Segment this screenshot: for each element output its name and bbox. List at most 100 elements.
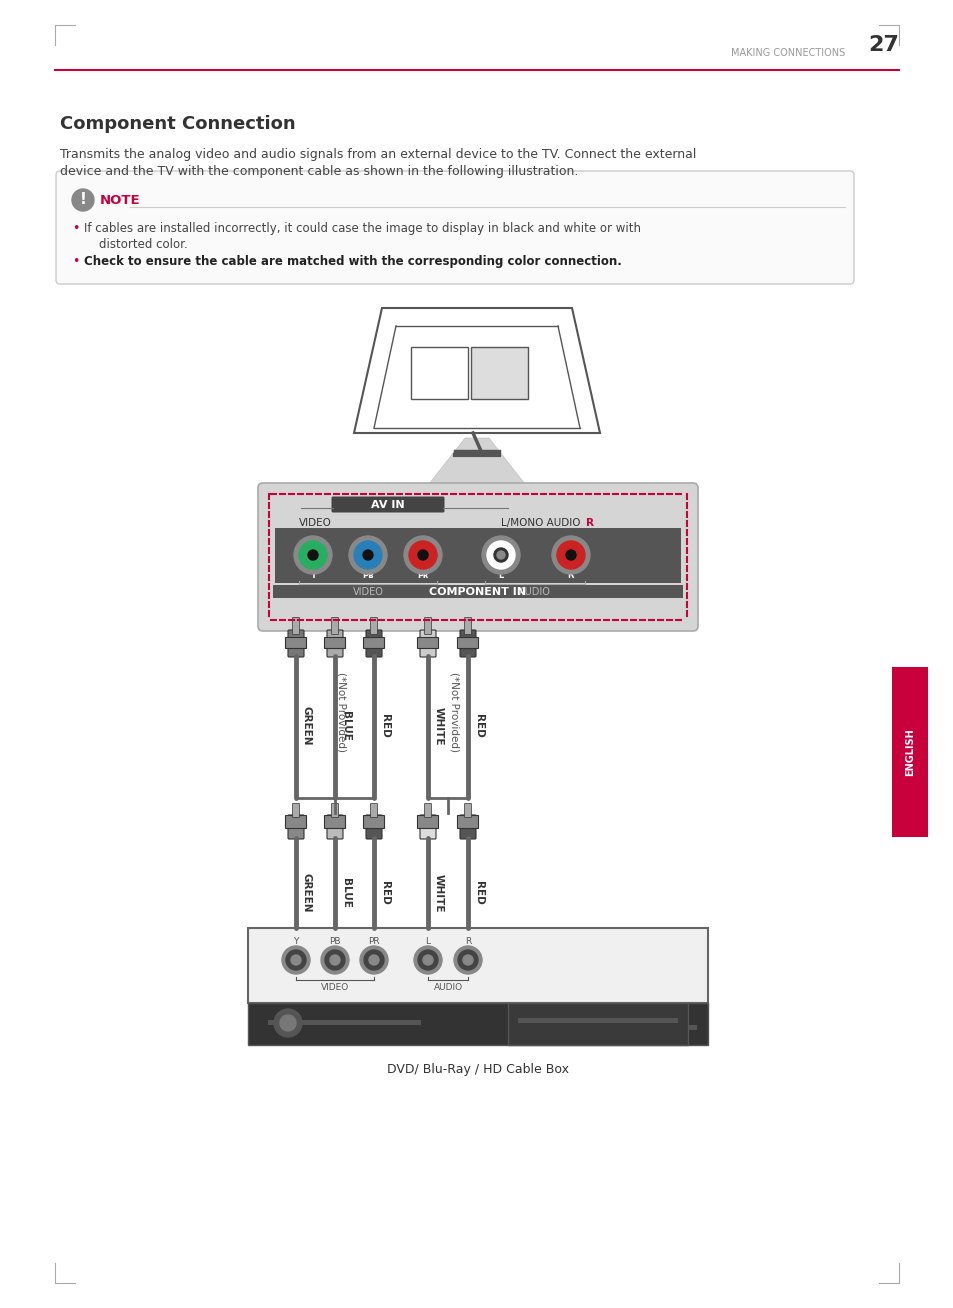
Circle shape	[414, 946, 441, 974]
Circle shape	[325, 950, 345, 971]
Circle shape	[71, 188, 94, 211]
Text: Transmits the analog video and audio signals from an external device to the TV. : Transmits the analog video and audio sig…	[60, 148, 696, 161]
Circle shape	[330, 955, 339, 965]
FancyBboxPatch shape	[248, 1003, 707, 1045]
Circle shape	[280, 1015, 295, 1031]
Text: VIDEO: VIDEO	[298, 518, 331, 528]
Circle shape	[369, 955, 378, 965]
Circle shape	[403, 536, 441, 574]
FancyBboxPatch shape	[331, 497, 444, 513]
FancyBboxPatch shape	[363, 815, 384, 828]
Text: 27: 27	[867, 35, 898, 55]
FancyBboxPatch shape	[417, 815, 438, 828]
Circle shape	[409, 542, 436, 569]
FancyBboxPatch shape	[274, 528, 680, 583]
Text: device and the TV with the component cable as shown in the following illustratio: device and the TV with the component cab…	[60, 165, 578, 178]
FancyBboxPatch shape	[471, 347, 527, 399]
FancyBboxPatch shape	[507, 1003, 687, 1045]
Circle shape	[486, 542, 515, 569]
Text: R: R	[585, 518, 594, 528]
Text: BLUE: BLUE	[340, 878, 351, 908]
FancyBboxPatch shape	[324, 815, 345, 828]
Text: COMPONENT IN: COMPONENT IN	[429, 587, 526, 596]
Circle shape	[363, 549, 373, 560]
FancyBboxPatch shape	[370, 803, 377, 818]
FancyBboxPatch shape	[331, 617, 338, 634]
Circle shape	[308, 549, 317, 560]
Text: Y: Y	[310, 572, 315, 581]
Text: Component Connection: Component Connection	[60, 115, 295, 133]
Text: If cables are installed incorrectly, it could case the image to display in black: If cables are installed incorrectly, it …	[84, 222, 640, 235]
Circle shape	[417, 950, 437, 971]
Text: PR: PR	[368, 937, 379, 946]
Circle shape	[294, 536, 332, 574]
Circle shape	[354, 542, 381, 569]
FancyBboxPatch shape	[327, 630, 343, 657]
Text: VIDEO: VIDEO	[320, 984, 349, 991]
FancyBboxPatch shape	[366, 630, 381, 657]
FancyBboxPatch shape	[324, 637, 345, 649]
Circle shape	[274, 1008, 302, 1037]
Circle shape	[462, 955, 473, 965]
Circle shape	[497, 551, 504, 559]
Text: !: !	[79, 192, 87, 208]
Text: (*Not Provided): (*Not Provided)	[450, 672, 459, 752]
Text: •: •	[71, 255, 79, 268]
FancyBboxPatch shape	[464, 803, 471, 818]
Text: (*Not Provided): (*Not Provided)	[336, 672, 347, 752]
Circle shape	[552, 536, 589, 574]
FancyBboxPatch shape	[677, 1025, 684, 1029]
Circle shape	[481, 536, 519, 574]
Text: L: L	[425, 937, 430, 946]
Circle shape	[359, 946, 388, 974]
FancyBboxPatch shape	[411, 347, 468, 399]
Text: NOTE: NOTE	[100, 194, 140, 207]
Circle shape	[364, 950, 384, 971]
FancyBboxPatch shape	[419, 815, 436, 838]
Text: RED: RED	[474, 882, 483, 905]
Text: WHITE: WHITE	[434, 874, 443, 912]
Text: PB: PB	[329, 937, 340, 946]
FancyBboxPatch shape	[419, 630, 436, 657]
FancyBboxPatch shape	[457, 637, 478, 649]
FancyBboxPatch shape	[366, 815, 381, 838]
FancyBboxPatch shape	[464, 617, 471, 634]
FancyBboxPatch shape	[257, 483, 698, 630]
FancyBboxPatch shape	[424, 803, 431, 818]
FancyBboxPatch shape	[268, 1020, 420, 1025]
Text: Y: Y	[293, 937, 298, 946]
Circle shape	[565, 549, 576, 560]
FancyBboxPatch shape	[652, 1025, 660, 1029]
Circle shape	[291, 955, 301, 965]
Circle shape	[320, 946, 349, 974]
FancyBboxPatch shape	[273, 585, 682, 598]
FancyBboxPatch shape	[248, 927, 707, 1003]
FancyBboxPatch shape	[285, 815, 306, 828]
FancyBboxPatch shape	[288, 630, 304, 657]
Text: R: R	[567, 572, 574, 581]
Circle shape	[417, 549, 428, 560]
Text: AV IN: AV IN	[371, 500, 404, 510]
Text: L/MONO AUDIO: L/MONO AUDIO	[501, 518, 580, 528]
Text: RED: RED	[379, 714, 390, 738]
Text: Check to ensure the cable are matched with the corresponding color connection.: Check to ensure the cable are matched wi…	[84, 255, 621, 268]
Text: DVD/ Blu-Ray / HD Cable Box: DVD/ Blu-Ray / HD Cable Box	[387, 1063, 568, 1076]
Circle shape	[422, 955, 433, 965]
Text: RED: RED	[379, 882, 390, 905]
Text: distorted color.: distorted color.	[84, 238, 188, 251]
Text: AUDIO: AUDIO	[518, 587, 551, 596]
Polygon shape	[421, 438, 532, 493]
FancyBboxPatch shape	[285, 637, 306, 649]
FancyBboxPatch shape	[517, 1018, 678, 1023]
FancyBboxPatch shape	[293, 803, 299, 818]
FancyBboxPatch shape	[417, 637, 438, 649]
Text: GREEN: GREEN	[302, 706, 312, 746]
Text: VIDEO: VIDEO	[353, 587, 383, 596]
Circle shape	[557, 542, 584, 569]
Text: L: L	[497, 572, 503, 581]
FancyBboxPatch shape	[457, 815, 478, 828]
FancyBboxPatch shape	[424, 617, 431, 634]
Text: GREEN: GREEN	[302, 874, 312, 913]
Circle shape	[282, 946, 310, 974]
Circle shape	[454, 946, 481, 974]
